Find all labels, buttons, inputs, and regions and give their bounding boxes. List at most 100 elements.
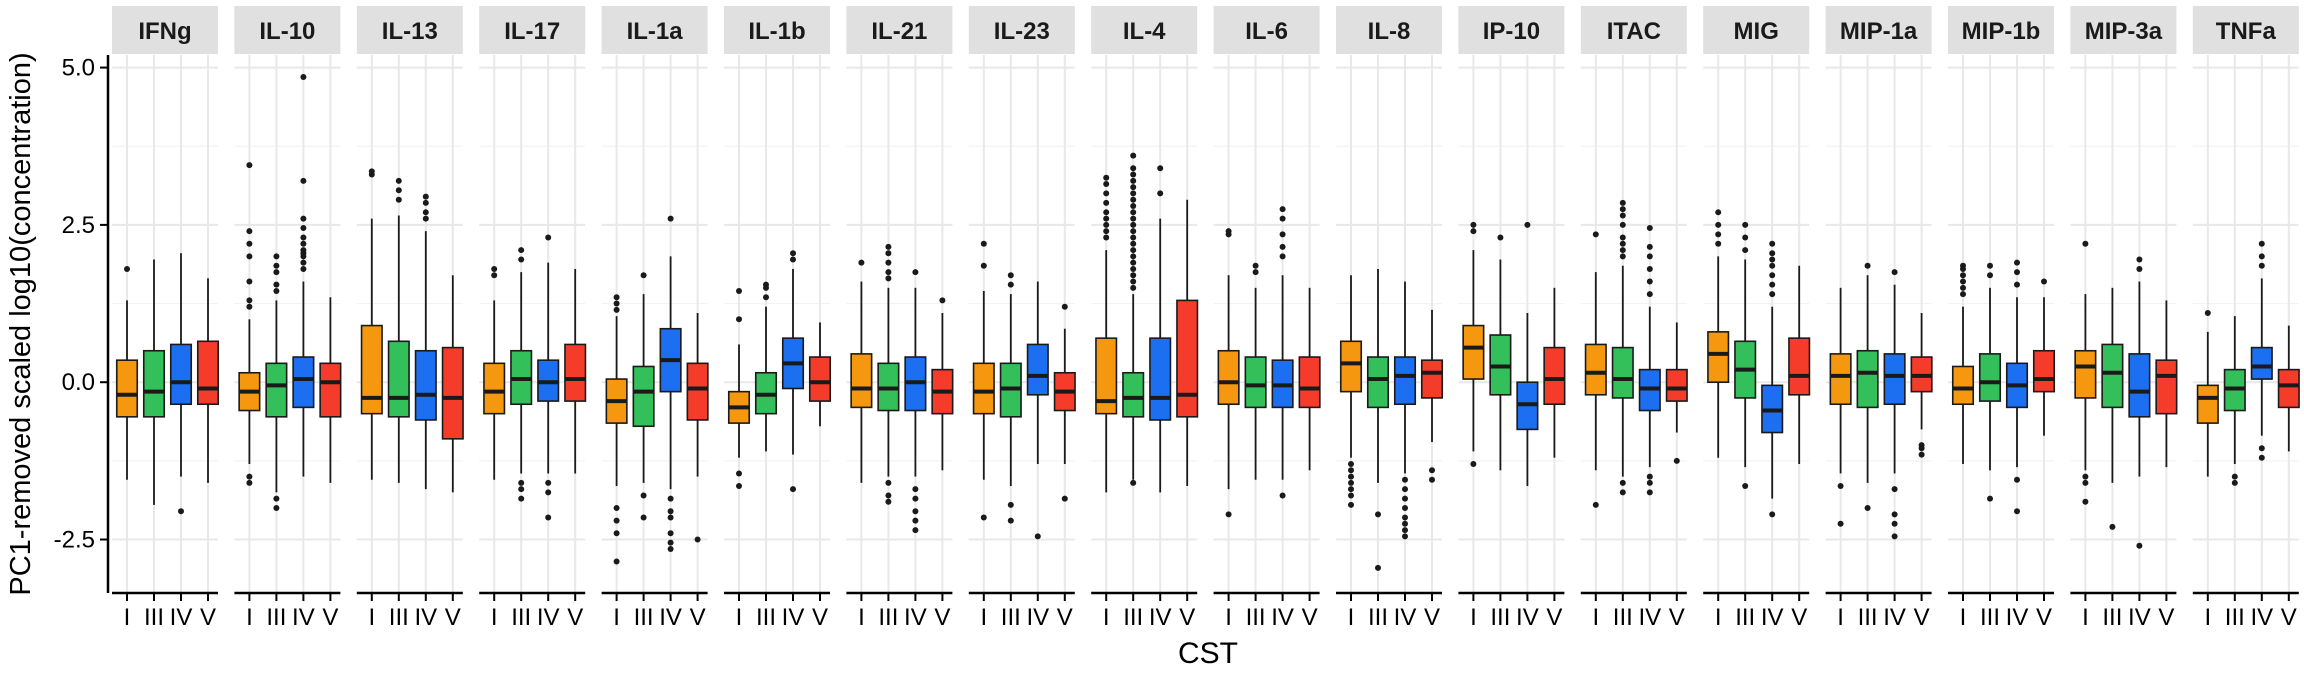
box-body (1584, 343, 1607, 396)
outlier-point (1348, 467, 1354, 474)
x-tick-label: I (736, 604, 743, 631)
x-tick-label: V (1302, 604, 1318, 631)
outlier-point (1960, 262, 1966, 269)
outlier-point (545, 479, 552, 486)
facet-strip (479, 6, 586, 54)
y-tick-label: -2.5 (54, 527, 95, 554)
outlier-point (2136, 265, 2143, 272)
outlier-point (1103, 221, 1110, 228)
box-i (1951, 262, 1975, 465)
outlier-point (518, 256, 525, 263)
outlier-point (1619, 234, 1626, 241)
outlier-point (2136, 542, 2143, 549)
outlier-point (1007, 281, 1014, 288)
outlier-point (613, 294, 620, 301)
box-body (1420, 359, 1444, 399)
outlier-point (246, 240, 253, 247)
outlier-point (1225, 228, 1232, 235)
outlier-point (1470, 461, 1477, 468)
outlier-point (2014, 269, 2020, 276)
x-tick-label: III (1858, 604, 1878, 631)
x-tick-label: IV (1638, 604, 1661, 631)
facet-strip-label: TNFa (2216, 18, 2277, 45)
outlier-point (1130, 177, 1137, 184)
panel-background (2192, 55, 2299, 593)
box-body (1788, 337, 1811, 396)
outlier-point (1987, 495, 1993, 502)
box-body (483, 362, 506, 415)
outlier-point (1715, 209, 1722, 216)
facet-strip (724, 6, 830, 54)
outlier-point (273, 269, 280, 276)
x-tick-label: III (1613, 604, 1633, 631)
panel-background (1458, 55, 1565, 593)
x-tick-label: I (368, 604, 375, 631)
outlier-point (790, 256, 796, 263)
outlier-point (1375, 564, 1381, 571)
outlier-point (1470, 228, 1477, 235)
panel-background (234, 55, 341, 593)
outlier-point (273, 287, 280, 294)
outlier-point (1103, 234, 1110, 241)
outlier-point (885, 498, 892, 505)
y-tick-label: 5.0 (62, 55, 95, 82)
outlier-point (1715, 231, 1722, 238)
outlier-point (1130, 209, 1137, 216)
box-body (632, 365, 655, 428)
outlier-point (1348, 492, 1354, 499)
panel-background (112, 55, 218, 593)
box-v (1176, 199, 1199, 487)
outlier-point (1130, 190, 1137, 197)
outlier-point (1348, 501, 1354, 508)
outlier-point (640, 492, 647, 499)
box-i (1339, 275, 1363, 508)
facet-strip (112, 6, 218, 54)
facet-strip-label: IL-4 (1123, 18, 1166, 45)
outlier-point (1103, 215, 1110, 222)
outlier-point (1864, 262, 1871, 269)
box-body (360, 324, 383, 415)
outlier-point (1769, 240, 1776, 247)
facet-panel-mip-1a: MIP-1aI III IV V (1825, 6, 1933, 631)
x-tick-label: III (389, 604, 409, 631)
outlier-point (2136, 256, 2143, 263)
box-iii (510, 247, 533, 502)
outlier-point (736, 287, 742, 294)
box-iii (1734, 221, 1757, 490)
box-body (2032, 349, 2056, 393)
outlier-point (1279, 253, 1286, 260)
x-tick-label: I (613, 604, 620, 631)
outlier-point (1130, 284, 1137, 291)
panel-background (2070, 55, 2177, 593)
outlier-point (1987, 262, 1993, 269)
x-tick-label: III (1980, 604, 2000, 631)
box-iv (2005, 259, 2029, 515)
box-body (265, 362, 288, 418)
facet-strip-label: IL-13 (382, 18, 438, 45)
outlier-point (491, 272, 498, 279)
facet-strip (1213, 6, 1320, 54)
x-tick-label: V (2158, 604, 2174, 631)
outlier-point (2258, 240, 2265, 247)
outlier-point (912, 269, 919, 276)
outlier-point (1130, 152, 1137, 159)
outlier-point (1619, 199, 1626, 206)
outlier-point (1646, 473, 1653, 480)
box-body (292, 356, 315, 409)
outlier-point (1769, 262, 1776, 269)
box-i (115, 265, 139, 480)
x-tick-label: III (2225, 604, 2245, 631)
box-i (1584, 231, 1607, 508)
outlier-point (1960, 278, 1966, 285)
box-body (1298, 356, 1321, 409)
box-i (1462, 221, 1485, 468)
outlier-point (1592, 231, 1599, 238)
box-i (1707, 209, 1730, 458)
outlier-point (246, 303, 253, 310)
outlier-point (1429, 476, 1435, 483)
facet-strip-label: IL-17 (504, 18, 560, 45)
box-body (1122, 371, 1145, 418)
box-iv (781, 250, 805, 493)
